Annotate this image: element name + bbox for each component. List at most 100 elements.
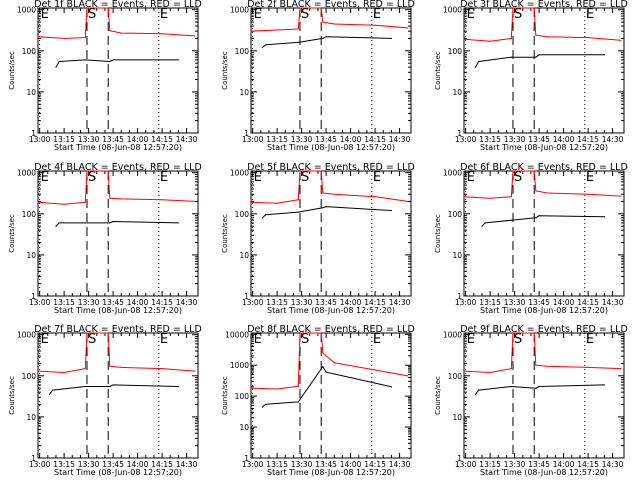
data-point: [112, 384, 114, 386]
data-point: [603, 54, 606, 56]
x-tick-label: 13:15: [479, 135, 501, 144]
data-point: [325, 205, 327, 208]
data-point: [478, 60, 480, 63]
data-point: [250, 30, 252, 32]
data-point: [107, 170, 109, 172]
series-events: [474, 54, 605, 68]
marker-label: E: [41, 332, 49, 347]
data-point: [390, 37, 393, 40]
data-point: [481, 225, 483, 227]
plot-frame: [463, 332, 625, 459]
y-tick-label: 100: [448, 47, 463, 56]
x-tick-label: 13:00: [455, 135, 477, 144]
x-tick-label: 14:15: [364, 135, 386, 144]
data-point: [107, 332, 109, 334]
data-point: [58, 222, 60, 224]
data-point: [48, 393, 51, 396]
data-point: [120, 32, 122, 34]
x-tick-label: 14:30: [389, 460, 411, 469]
data-point: [86, 332, 88, 334]
data-point: [546, 36, 548, 38]
x-tick-label: 14:30: [176, 460, 198, 469]
marker-label: E: [586, 170, 594, 185]
y-axis-label: Counts/sec: [434, 51, 442, 90]
data-point: [265, 214, 267, 216]
data-point: [587, 366, 589, 369]
data-point: [333, 193, 335, 195]
y-tick-label: 1000: [17, 6, 36, 15]
data-point: [297, 401, 299, 403]
marker-label: S: [301, 170, 309, 185]
data-point: [535, 34, 537, 36]
data-point: [297, 41, 299, 44]
x-tick-label: 14:00: [127, 135, 149, 144]
data-point: [84, 367, 86, 370]
plot-frame: [37, 332, 199, 459]
panel-3: Det 3f BLACK = Events, RED = LLD 1 10 100 10…: [434, 0, 628, 152]
y-tick-label: 1000: [230, 169, 249, 178]
y-tick-label: 1000: [230, 6, 249, 15]
data-point: [463, 196, 465, 198]
data-point: [390, 209, 393, 212]
panel-title: Det 6f BLACK = Events, RED = LLD: [460, 162, 628, 173]
data-point: [84, 385, 86, 388]
data-point: [374, 196, 376, 198]
x-tick-label: 14:15: [151, 460, 173, 469]
panel-4: Det 4f BLACK = Events, RED = LLD 1 10 100 10…: [8, 162, 202, 315]
marker-label: E: [467, 170, 475, 185]
data-point: [374, 369, 376, 371]
data-point: [407, 200, 409, 203]
x-tick-label: 13:45: [315, 460, 337, 469]
y-tick-label: 100: [448, 372, 463, 381]
x-tick-label: 13:15: [53, 460, 75, 469]
y-tick-label: 1: [31, 129, 36, 138]
data-point: [322, 207, 324, 209]
y-tick-label: 10: [26, 88, 36, 97]
plot-frame: [37, 170, 199, 297]
plot-frame: [250, 170, 412, 297]
data-point: [333, 23, 335, 25]
data-point: [474, 66, 477, 68]
y-axis-label: Counts/sec: [8, 214, 16, 253]
marker-label: E: [254, 332, 262, 347]
data-point: [120, 198, 122, 200]
y-axis-label: Counts/sec: [221, 376, 229, 415]
panel-7: Det 7f BLACK = Events, RED = LLD 1 10 100 10…: [8, 324, 202, 477]
plot-frame: [463, 7, 625, 134]
series-events: [262, 206, 392, 219]
data-point: [52, 389, 54, 391]
data-point: [265, 403, 267, 405]
data-point: [587, 36, 589, 39]
x-tick-label: 13:45: [102, 135, 124, 144]
y-tick-label: 100: [235, 210, 250, 219]
data-point: [620, 195, 622, 197]
marker-label: S: [88, 7, 96, 22]
x-tick-label: 13:00: [29, 298, 51, 307]
x-tick-label: 14:30: [389, 298, 411, 307]
data-point: [620, 367, 622, 370]
x-tick-label: 13:15: [266, 298, 288, 307]
y-tick-label: 10000: [225, 330, 249, 339]
data-point: [510, 367, 512, 370]
data-point: [489, 371, 491, 374]
data-point: [510, 56, 512, 58]
y-tick-label: 100: [235, 47, 250, 56]
data-point: [510, 219, 512, 221]
data-point: [250, 387, 252, 389]
data-point: [510, 385, 512, 388]
data-point: [55, 225, 57, 227]
data-point: [533, 7, 535, 9]
marker-label: E: [373, 7, 381, 22]
data-point: [107, 7, 109, 9]
x-axis-label: Start Time (08-Jun-08 12:57:20): [480, 468, 608, 477]
data-point: [109, 197, 111, 199]
y-tick-label: 1000: [443, 169, 462, 178]
data-point: [276, 202, 278, 204]
x-tick-label: 13:15: [53, 135, 75, 144]
data-point: [86, 170, 88, 172]
data-point: [297, 199, 299, 201]
y-tick-label: 1: [457, 292, 462, 301]
y-tick-label: 1: [244, 129, 249, 138]
y-tick-label: 100: [448, 210, 463, 219]
x-tick-label: 14:00: [127, 460, 149, 469]
